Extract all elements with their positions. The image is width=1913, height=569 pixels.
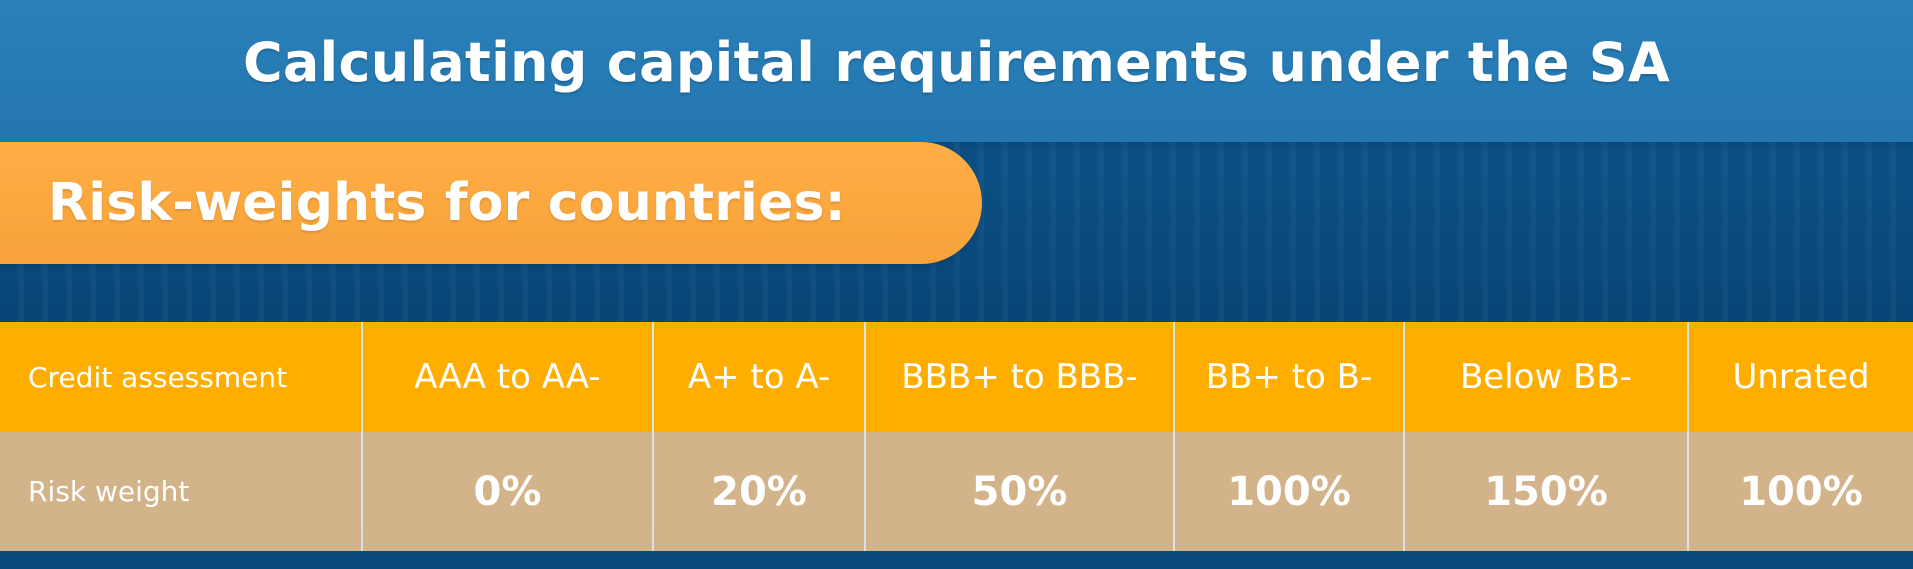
credit-assessment-label: Credit assessment bbox=[0, 322, 363, 432]
risk-weight-cell: 20% bbox=[653, 432, 866, 551]
risk-weights-grid: Credit assessment AAA to AA- A+ to A- BB… bbox=[0, 322, 1913, 551]
credit-assessment-cell: BB+ to B- bbox=[1174, 322, 1405, 432]
bottom-band bbox=[0, 551, 1913, 569]
risk-weight-cell: 50% bbox=[865, 432, 1175, 551]
credit-assessment-cell: A+ to A- bbox=[653, 322, 866, 432]
credit-assessment-cell: Below BB- bbox=[1404, 322, 1689, 432]
credit-assessment-cell: BBB+ to BBB- bbox=[865, 322, 1175, 432]
risk-weight-label: Risk weight bbox=[0, 432, 363, 551]
header-bar: Calculating capital requirements under t… bbox=[0, 0, 1913, 142]
credit-assessment-row: Credit assessment AAA to AA- A+ to A- BB… bbox=[0, 322, 1913, 432]
risk-weight-cell: 100% bbox=[1688, 432, 1913, 551]
risk-weight-cell: 150% bbox=[1404, 432, 1689, 551]
page-title: Calculating capital requirements under t… bbox=[242, 30, 1671, 94]
risk-weight-cell: 0% bbox=[362, 432, 654, 551]
section-subtitle: Risk-weights for countries: bbox=[48, 173, 846, 233]
risk-weight-row: Risk weight 0% 20% 50% 100% 150% 100% bbox=[0, 432, 1913, 551]
credit-assessment-cell: AAA to AA- bbox=[362, 322, 654, 432]
risk-weights-table: Credit assessment AAA to AA- A+ to A- BB… bbox=[0, 322, 1913, 551]
credit-assessment-cell: Unrated bbox=[1688, 322, 1913, 432]
risk-weight-cell: 100% bbox=[1174, 432, 1405, 551]
section-pill: Risk-weights for countries: bbox=[0, 142, 982, 264]
